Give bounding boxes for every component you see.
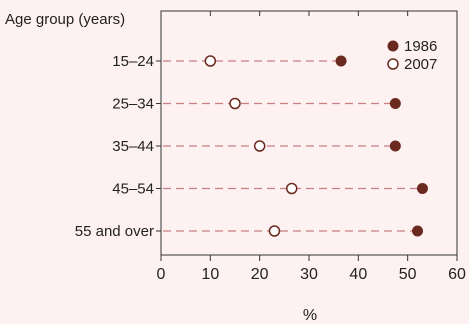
y-axis-title: Age group (years) xyxy=(5,11,125,28)
x-tick-label: 30 xyxy=(300,266,318,283)
markers xyxy=(204,55,428,237)
data-point-2007 xyxy=(204,55,217,67)
data-point-2007 xyxy=(229,97,241,110)
data-point-1986 xyxy=(335,55,347,67)
connectors xyxy=(163,60,423,232)
x-tick-label: 0 xyxy=(157,266,166,283)
data-point-1986 xyxy=(389,140,401,152)
data-point-2007 xyxy=(253,140,266,152)
x-tick-label: 10 xyxy=(201,266,219,283)
x-tick-label: 40 xyxy=(349,266,367,283)
legend-marker-1986 xyxy=(387,40,399,52)
category-label: 25–34 xyxy=(112,96,154,113)
labels: Age group (years) % 0 10 20 30 40 50 60 15–24 25… xyxy=(5,11,466,324)
x-tick-label: 60 xyxy=(448,266,466,283)
data-point-2007 xyxy=(285,182,298,195)
x-tick-label: 20 xyxy=(251,266,269,283)
axes xyxy=(156,10,458,261)
legend-label: 2007 xyxy=(404,56,437,73)
data-point-1986 xyxy=(416,183,428,194)
x-tick-label: 50 xyxy=(399,266,417,283)
legend-label: 1986 xyxy=(404,38,437,55)
category-label: 55 and over xyxy=(75,223,154,240)
legend-marker-2007 xyxy=(387,58,399,70)
category-label: 15–24 xyxy=(112,53,154,70)
data-point-1986 xyxy=(389,98,401,109)
data-point-2007 xyxy=(268,225,281,237)
category-label: 45–54 xyxy=(112,181,154,198)
x-axis-title: % xyxy=(303,307,317,324)
data-point-1986 xyxy=(412,225,424,237)
category-label: 35–44 xyxy=(112,138,154,155)
